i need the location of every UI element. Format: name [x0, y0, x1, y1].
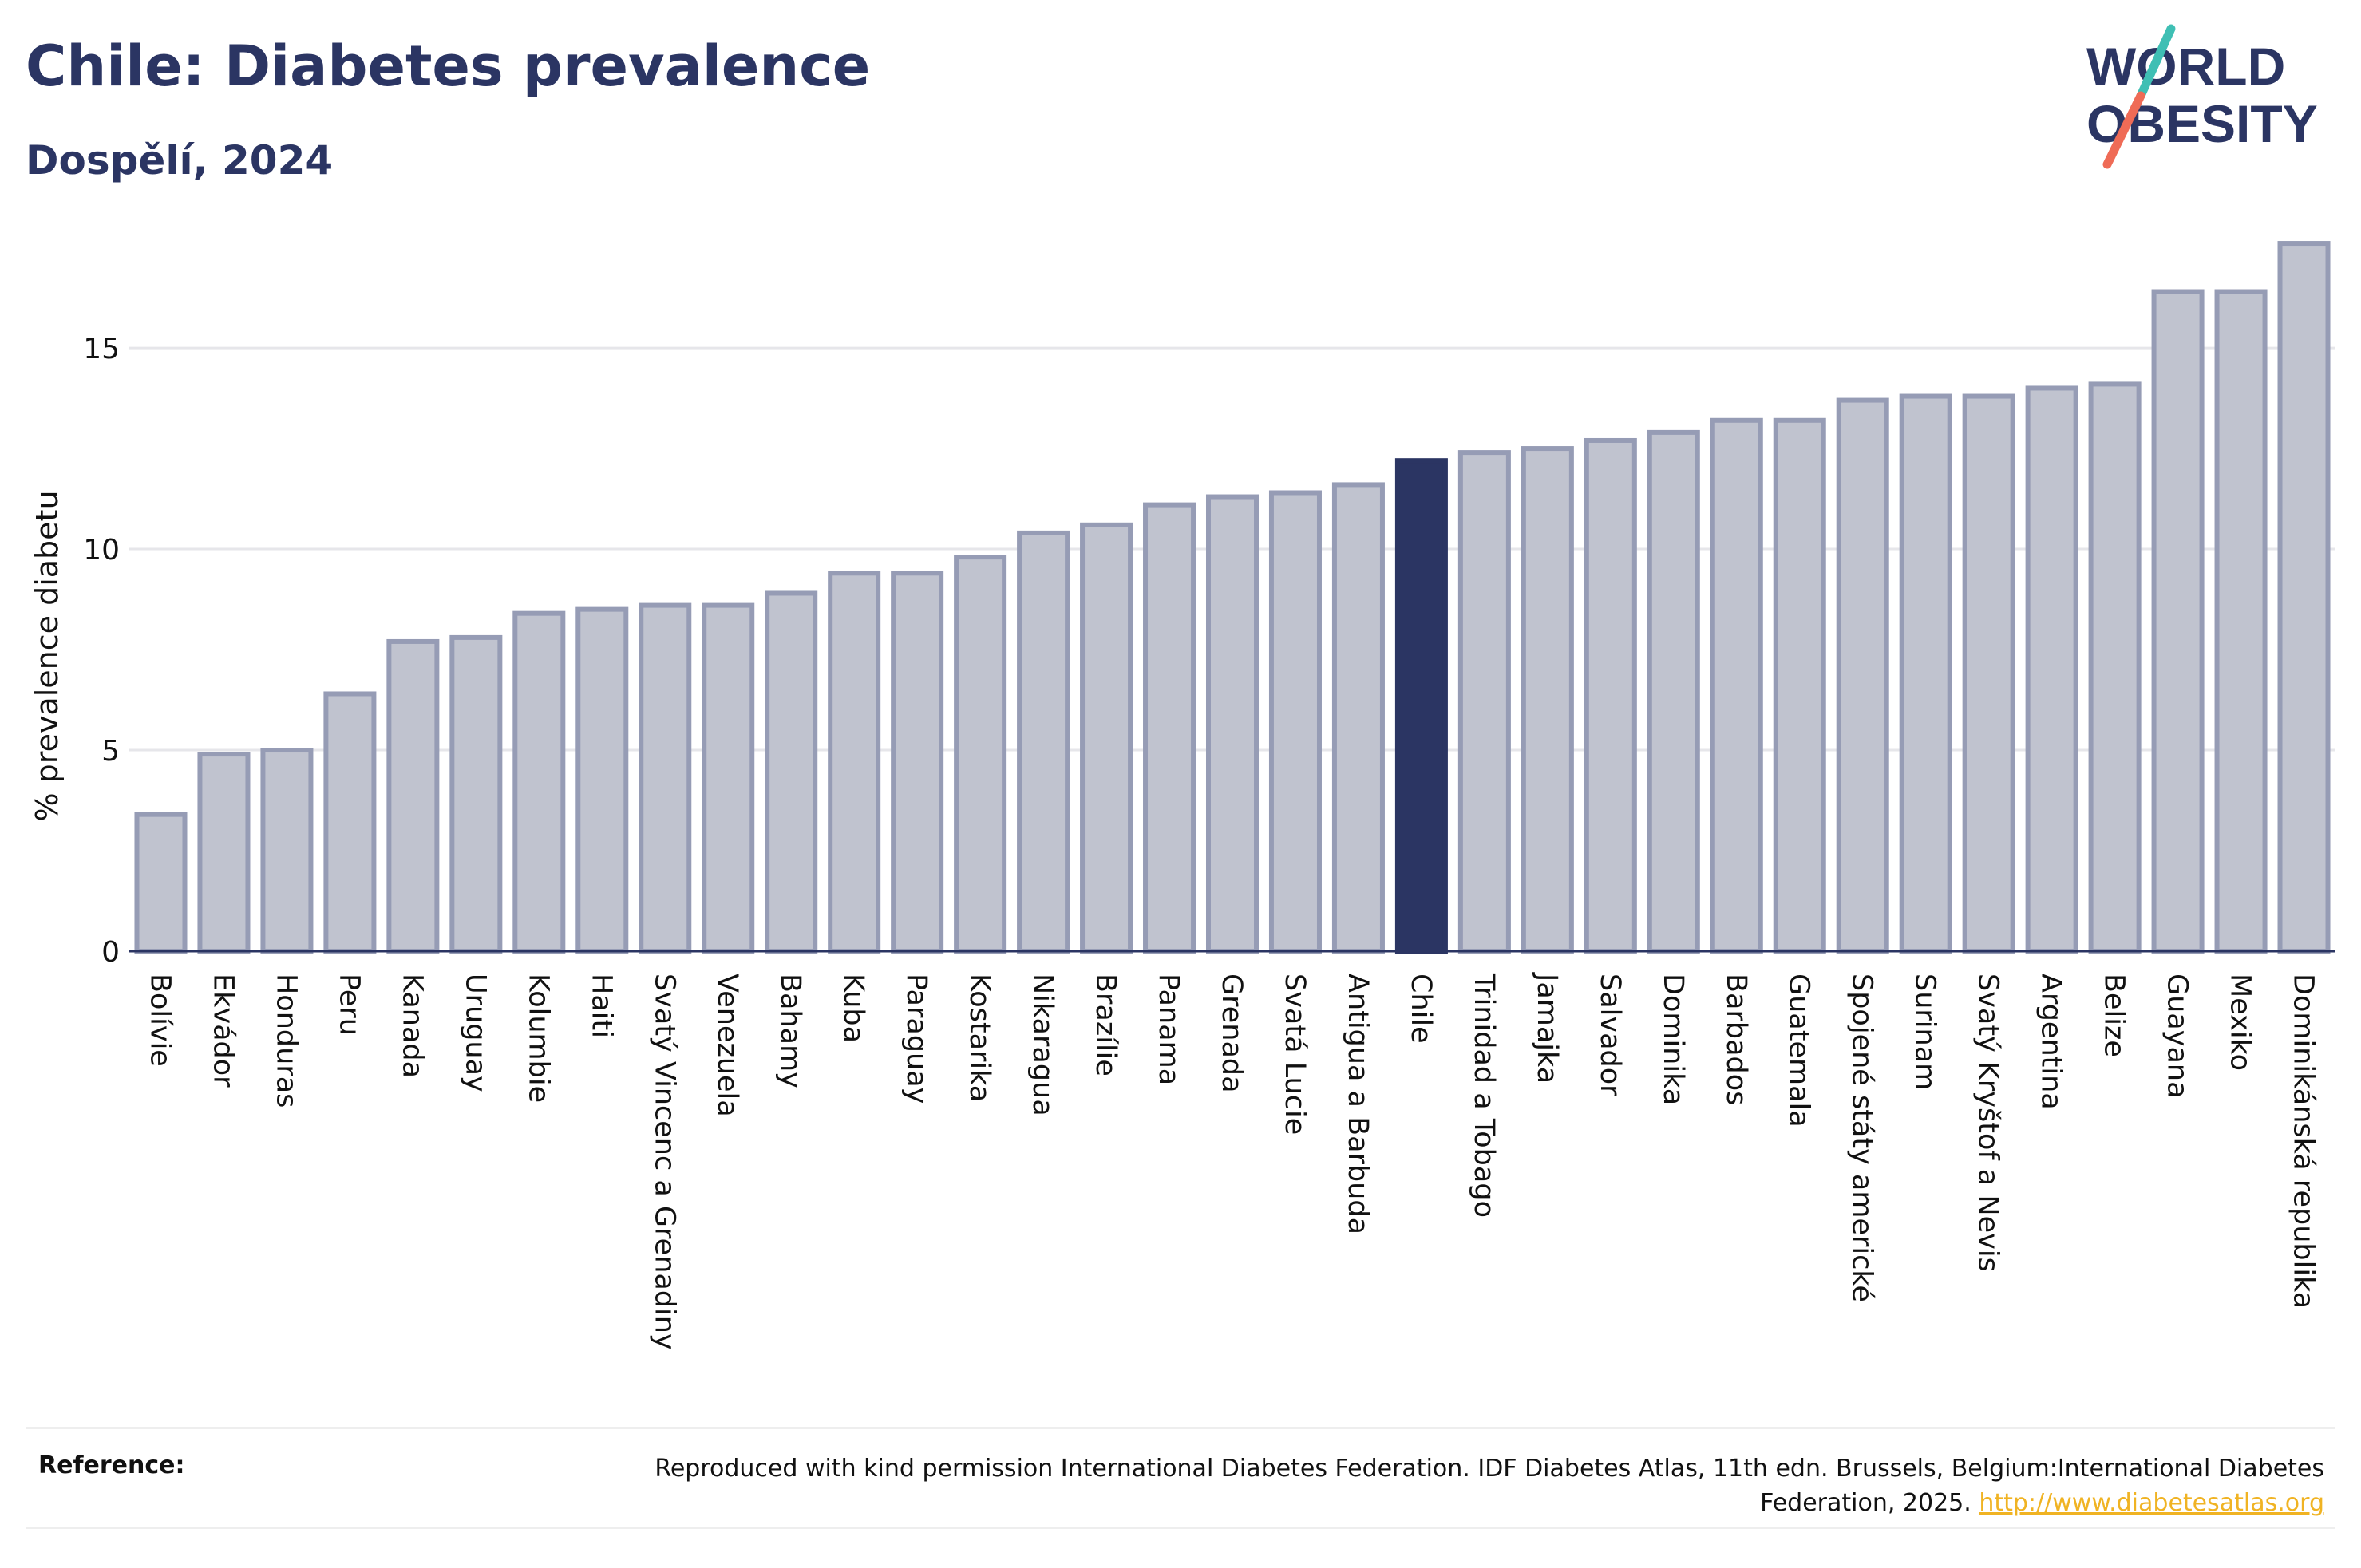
bar-honduras — [260, 748, 314, 954]
bar-barbados — [1710, 417, 1763, 954]
bar-bahamy — [765, 590, 818, 954]
reference-link[interactable]: http://www.diabetesatlas.org — [1979, 1489, 2324, 1517]
x-tick-label: Kostarika — [963, 974, 995, 1102]
x-tick-label: Nikaragua — [1026, 974, 1058, 1116]
bar-kuba — [828, 571, 881, 954]
x-tick-label: Kanada — [396, 974, 428, 1078]
x-tick-label: Guatemala — [1783, 974, 1815, 1128]
x-tick-label: Haiti — [585, 974, 617, 1038]
bar-nikaragua — [1017, 530, 1070, 954]
x-tick-label: Guayana — [2161, 974, 2193, 1099]
x-tick-labels: Bolívie Ekvádor Honduras Peru Kanada Uruguay K… — [144, 972, 2319, 1350]
bar-guayana — [2151, 289, 2205, 954]
bar-svatý-vincenc-a-grenadiny — [639, 602, 692, 954]
logo-line-world: WORLD — [2086, 37, 2285, 96]
bar-salvador — [1584, 437, 1637, 954]
x-tick-label: Grenada — [1216, 974, 1248, 1093]
x-tick-label: Brazílie — [1090, 974, 1121, 1076]
bar-argentina — [2025, 385, 2078, 954]
reference-footer: Reference: Reproduced with kind permissi… — [26, 1427, 2335, 1529]
bar-kanada — [386, 638, 440, 954]
x-tick-label: Trinidad a Tobago — [1468, 973, 1500, 1218]
bar-chile — [1394, 458, 1448, 954]
y-tick-label: 0 — [101, 936, 120, 969]
bar-kostarika — [954, 555, 1007, 954]
bar-peru — [323, 691, 377, 954]
y-axis-label: % prevalence diabetu — [30, 490, 65, 821]
y-tick-label: 5 — [101, 735, 120, 768]
bar-jamajka — [1521, 446, 1574, 954]
bar-chart: 0 5 10 15 Bolívie Ekvádor Honduras Peru Kanada U… — [30, 241, 2335, 1350]
x-tick-label: Surinam — [1909, 974, 1941, 1090]
bar-guatemala — [1773, 417, 1826, 954]
bar-venezuela — [702, 602, 755, 954]
reference-text: Reproduced with kind permission Internat… — [608, 1451, 2324, 1520]
bar-ekvádor — [197, 752, 251, 954]
bar-belize — [2088, 381, 2142, 954]
x-tick-label: Jamajka — [1531, 972, 1563, 1084]
bar-spojené-státy-americké — [1836, 397, 1889, 954]
x-tick-label: Panama — [1153, 974, 1184, 1085]
y-tick-label: 10 — [83, 534, 120, 567]
x-tick-label: Dominikánská republika — [2288, 974, 2319, 1309]
x-tick-label: Uruguay — [459, 974, 491, 1092]
chart-title: Chile: Diabetes prevalence — [26, 34, 871, 99]
x-tick-label: Kuba — [837, 974, 869, 1043]
chart-subtitle: Dospělí, 2024 — [26, 137, 334, 184]
x-tick-label: Svatý Kryštof a Nevis — [1972, 974, 2004, 1272]
bar-uruguay — [449, 634, 503, 954]
x-tick-label: Svatý Vincenc a Grenadiny — [648, 974, 680, 1350]
x-tick-label: Barbados — [1720, 974, 1752, 1105]
bar-dominikánská-republika — [2277, 241, 2331, 954]
bar-grenada — [1205, 494, 1260, 954]
bar-surinam — [1899, 393, 1952, 954]
x-tick-label: Kolumbie — [522, 974, 554, 1103]
reference-body: Reproduced with kind permission Internat… — [655, 1455, 2324, 1517]
x-tick-label: Venezuela — [711, 974, 743, 1117]
x-tick-label: Honduras — [270, 974, 302, 1108]
x-tick-label: Antigua a Barbuda — [1342, 974, 1374, 1234]
bar-dominika — [1647, 429, 1700, 954]
logo-slash-bottom — [2102, 91, 2145, 169]
bar-antigua-a-barbuda — [1331, 482, 1385, 954]
bar-paraguay — [891, 571, 944, 954]
x-tick-label: Dominika — [1657, 974, 1689, 1105]
bar-mexiko — [2214, 289, 2268, 954]
x-tick-label: Ekvádor — [207, 974, 239, 1088]
bar-kolumbie — [512, 610, 566, 954]
x-tick-label: Paraguay — [900, 974, 932, 1104]
y-tick-labels: 0 5 10 15 — [83, 333, 120, 969]
bar-panama — [1143, 502, 1196, 954]
bars — [134, 241, 2331, 954]
x-tick-label: Argentina — [2035, 974, 2067, 1110]
bar-trinidad-a-tobago — [1457, 450, 1511, 954]
world-obesity-logo: WORLD OBESITY — [2086, 24, 2318, 169]
x-tick-label: Svatá Lucie — [1279, 974, 1311, 1135]
reference-label: Reference: — [38, 1451, 185, 1479]
x-tick-label: Chile — [1405, 974, 1437, 1044]
bar-haiti — [575, 606, 629, 954]
x-tick-label: Peru — [333, 974, 365, 1036]
x-tick-label: Bolívie — [144, 974, 176, 1067]
x-tick-label: Bahamy — [774, 974, 806, 1088]
y-tick-label: 15 — [83, 333, 120, 365]
bar-brazílie — [1080, 522, 1133, 954]
bar-svatý-kryštof-a-nevis — [1962, 393, 2015, 954]
x-tick-label: Mexiko — [2225, 974, 2256, 1071]
x-tick-label: Spojené státy americké — [1846, 974, 1878, 1302]
x-tick-label: Belize — [2098, 974, 2130, 1057]
bar-bolívie — [134, 812, 188, 954]
logo-slash-top — [2136, 24, 2176, 101]
x-tick-label: Salvador — [1594, 974, 1626, 1096]
bar-svatá-lucie — [1268, 490, 1322, 954]
